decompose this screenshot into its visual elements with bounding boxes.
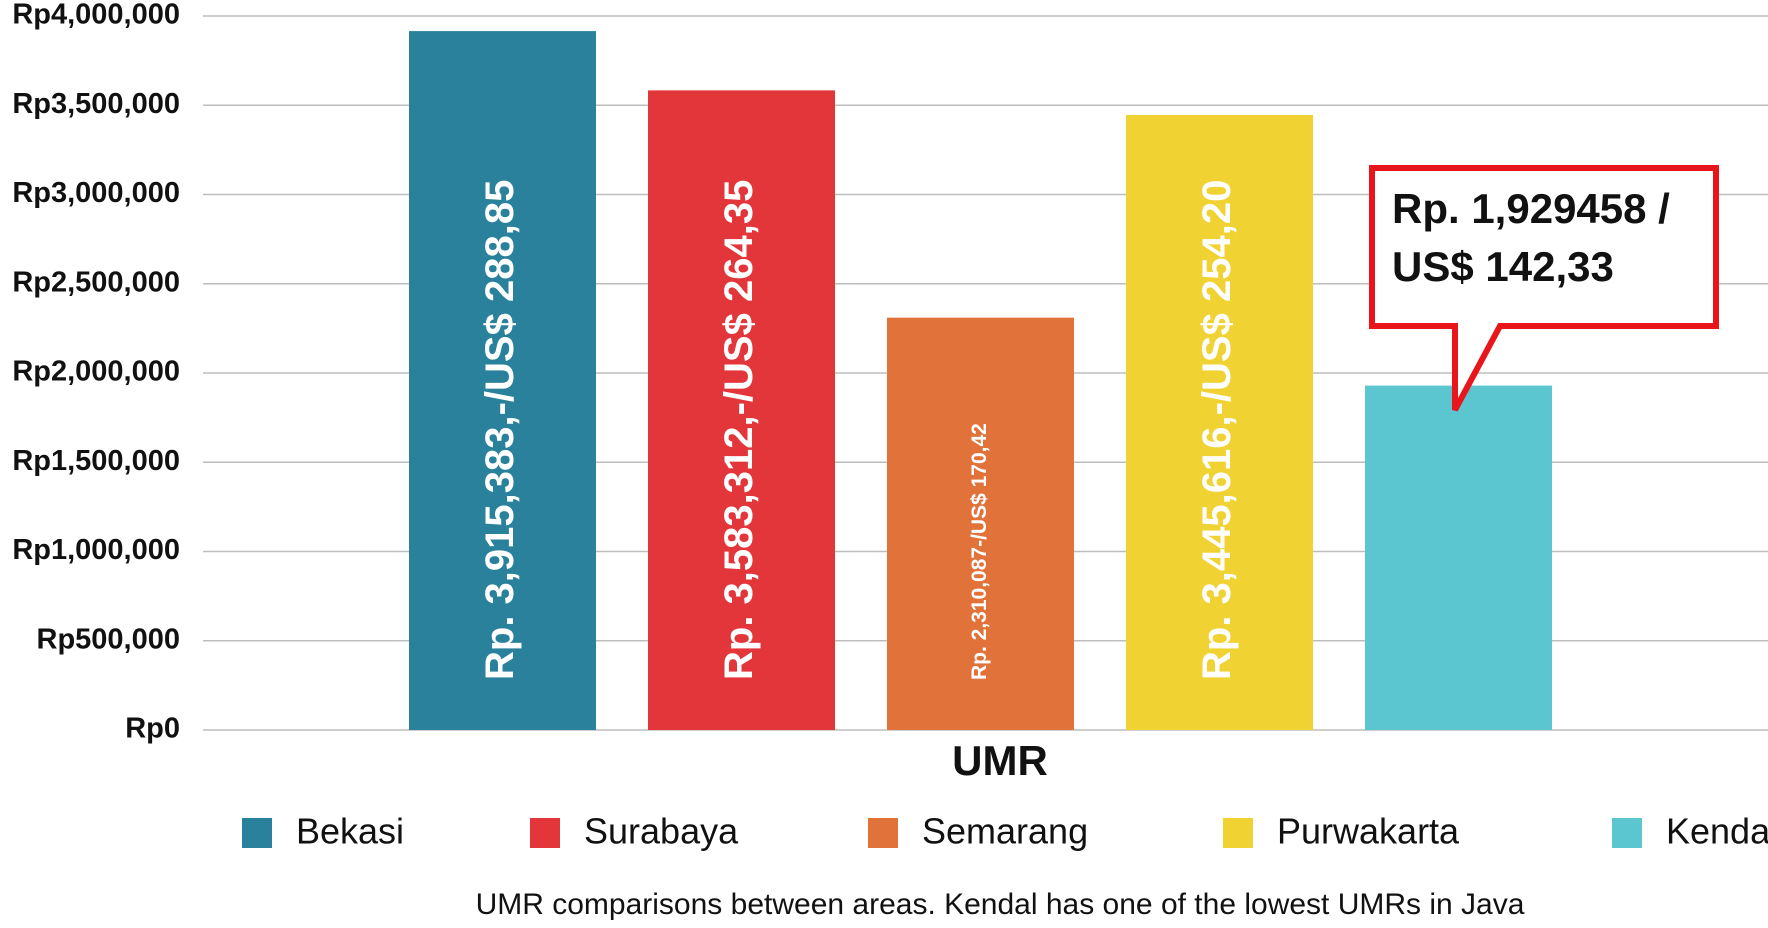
- bar: [648, 90, 835, 731]
- legend-label: Surabaya: [584, 811, 739, 852]
- legend-label: Kendal: [1666, 811, 1768, 852]
- caption: UMR comparisons between areas. Kendal ha…: [476, 888, 1525, 921]
- y-tick-label: Rp3,500,000: [12, 88, 180, 120]
- y-tick-label: Rp1,000,000: [12, 534, 180, 566]
- legend-swatch: [530, 818, 560, 848]
- legend-label: Bekasi: [296, 811, 404, 852]
- y-tick-label: Rp1,500,000: [12, 445, 180, 477]
- y-tick-label: Rp4,000,000: [12, 0, 180, 31]
- callout-label: Rp. 1,929458 / US$ 142,33: [1392, 185, 1670, 290]
- value-label: Rp. 3,583,312,-/US$ 264,35: [717, 180, 761, 680]
- bar: [887, 317, 1074, 730]
- legend-swatch: [868, 818, 898, 848]
- y-tick-label: Rp500,000: [37, 623, 181, 655]
- legend-swatch: [1612, 818, 1642, 848]
- value-label: Rp. 3,445,616,-/US$ 254,20: [1195, 180, 1239, 680]
- legend-swatch: [242, 818, 272, 848]
- y-tick-label: Rp0: [125, 713, 180, 745]
- legend-label: Semarang: [922, 811, 1088, 852]
- y-tick-label: Rp2,500,000: [12, 266, 180, 298]
- bar: [409, 31, 596, 731]
- legend-label: Purwakarta: [1277, 811, 1460, 852]
- value-label: Rp. 3,915,383,-/US$ 288,85: [478, 180, 522, 680]
- x-tick-label: UMR: [952, 737, 1048, 784]
- y-tick-label: Rp3,000,000: [12, 177, 180, 209]
- callout-box: [1369, 165, 1719, 412]
- legend-swatch: [1223, 818, 1253, 848]
- bar: [1126, 114, 1313, 731]
- bar: [1365, 385, 1552, 730]
- y-tick-label: Rp2,000,000: [12, 356, 180, 388]
- value-label: Rp. 2,310,087-/US$ 170,42: [968, 423, 991, 680]
